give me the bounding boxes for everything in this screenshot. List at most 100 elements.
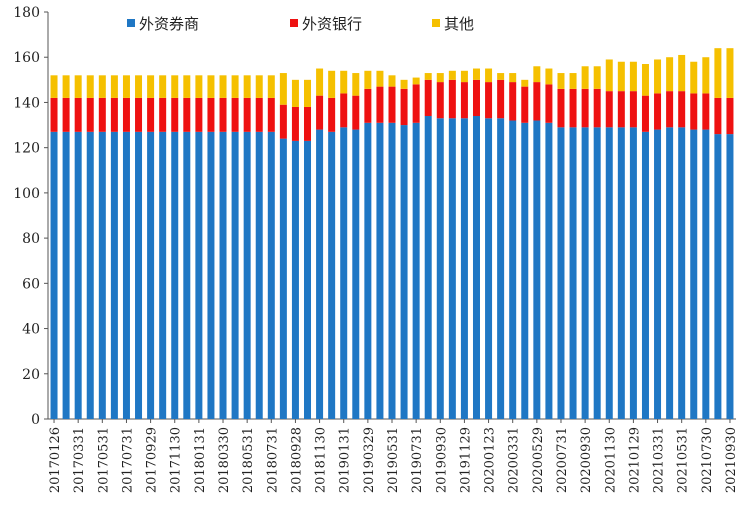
bar-segment-securities [291, 140, 299, 419]
x-tick-label: 20210531 [676, 427, 691, 493]
bar-segment-banks [364, 88, 372, 123]
x-tick-label: 20181130 [314, 427, 329, 493]
bar-segment-banks [279, 104, 287, 139]
x-tick-label: 20180731 [265, 427, 280, 493]
x-tick-label: 20210930 [724, 427, 739, 493]
bar-segment-other [183, 75, 191, 98]
bar-segment-other [424, 73, 432, 80]
x-tick-label: 20200123 [483, 427, 498, 493]
legend-item-other: 其他 [432, 15, 474, 33]
bar-segment-securities [219, 131, 227, 419]
x-tick-label: 20190531 [386, 427, 401, 493]
bar-segment-securities [702, 129, 710, 419]
bar-segment-other [521, 79, 529, 87]
bar-segment-other [412, 77, 420, 85]
legend-item-banks: 外资银行 [290, 15, 362, 33]
bar-segment-securities [328, 131, 336, 419]
bar-segment-securities [364, 122, 372, 419]
x-tick-label: 20180330 [217, 427, 232, 493]
bar-segment-securities [581, 127, 589, 419]
legend-swatch-banks [290, 19, 298, 27]
bar-segment-banks [654, 93, 662, 130]
bar-segment-other [581, 66, 589, 89]
bar-segment-securities [472, 116, 480, 419]
bar-segment-other [195, 75, 203, 98]
bar-segment-other [605, 59, 613, 92]
bar-segment-banks [521, 86, 529, 123]
bar-segment-banks [666, 91, 674, 128]
bar-segment-securities [207, 131, 215, 419]
bar-segment-other [135, 75, 143, 98]
bar-segment-other [533, 66, 541, 83]
bar-segment-banks [641, 95, 649, 132]
bar-segment-other [231, 75, 239, 98]
bar-segment-securities [62, 131, 70, 419]
bar-segment-securities [545, 122, 553, 419]
bar-segment-securities [412, 122, 420, 419]
bar-segment-other [400, 79, 408, 89]
bar-segment-other [86, 75, 94, 98]
legend: 外资券商 外资银行 其他 [127, 15, 474, 33]
y-tick-label: 80 [22, 231, 40, 247]
bar-segment-banks [557, 88, 565, 128]
bar-segment-other [545, 68, 553, 85]
bar-segment-other [472, 68, 480, 80]
bar-segment-securities [424, 116, 432, 419]
bar-segment-securities [183, 131, 191, 419]
bar-segment-banks [690, 93, 698, 130]
y-tick-label: 180 [13, 5, 40, 21]
bar-segment-banks [255, 97, 263, 132]
x-tick-label: 20191129 [458, 427, 473, 493]
x-tick-label: 20190930 [434, 427, 449, 493]
bar-segment-securities [521, 122, 529, 419]
legend-item-securities: 外资券商 [127, 15, 199, 33]
bar-segment-banks [267, 97, 275, 132]
bar-segment-securities [678, 127, 686, 419]
bar-segment-banks [485, 82, 493, 119]
bar-segment-securities [557, 127, 565, 419]
bar-segment-securities [255, 131, 263, 419]
bar-segment-banks [629, 91, 637, 128]
bar-segment-banks [545, 84, 553, 123]
x-tick-label: 20180531 [241, 427, 256, 493]
bar-segment-other [678, 54, 686, 92]
bar-segment-other [654, 59, 662, 94]
bar-segment-banks [436, 82, 444, 119]
bar-segment-other [690, 61, 698, 94]
bar-segment-securities [641, 131, 649, 419]
bar-segment-securities [110, 131, 118, 419]
bar-segment-banks [533, 82, 541, 121]
bar-segment-other [460, 70, 468, 83]
bar-segment-other [255, 75, 263, 98]
bar-segment-banks [678, 91, 686, 128]
bar-segment-banks [340, 93, 348, 128]
bar-segment-securities [122, 131, 130, 419]
bar-segment-securities [497, 118, 505, 420]
bar-segment-securities [460, 118, 468, 420]
bar-segment-banks [207, 97, 215, 132]
bar-segment-banks [400, 88, 408, 126]
bar-segment-securities [376, 122, 384, 419]
legend-label-other: 其他 [444, 15, 474, 33]
bar-segment-other [98, 75, 106, 98]
x-axis-ticks: 20170126 20170331 20170531 20170731 20170929… [48, 419, 739, 493]
bar-segment-securities [279, 138, 287, 419]
bar-segment-banks [316, 95, 324, 130]
x-tick-label: 20171130 [169, 427, 184, 493]
bar-segment-securities [388, 122, 396, 419]
bar-segment-other [159, 75, 167, 98]
bar-segment-other [62, 75, 70, 98]
y-axis-ticks: 0 20 40 60 80 100 120 140 160 180 [13, 5, 48, 428]
bar-segment-other [279, 73, 287, 105]
x-tick-label: 20210129 [627, 427, 642, 493]
bar-segment-banks [352, 95, 360, 130]
bar-segment-securities [231, 131, 239, 419]
x-tick-label: 20200331 [507, 427, 522, 493]
bar-segment-banks [304, 106, 312, 141]
bar-segment-securities [74, 131, 82, 419]
x-tick-label: 20170126 [48, 427, 63, 493]
bar-segment-securities [352, 129, 360, 419]
bar-segment-other [726, 48, 734, 98]
